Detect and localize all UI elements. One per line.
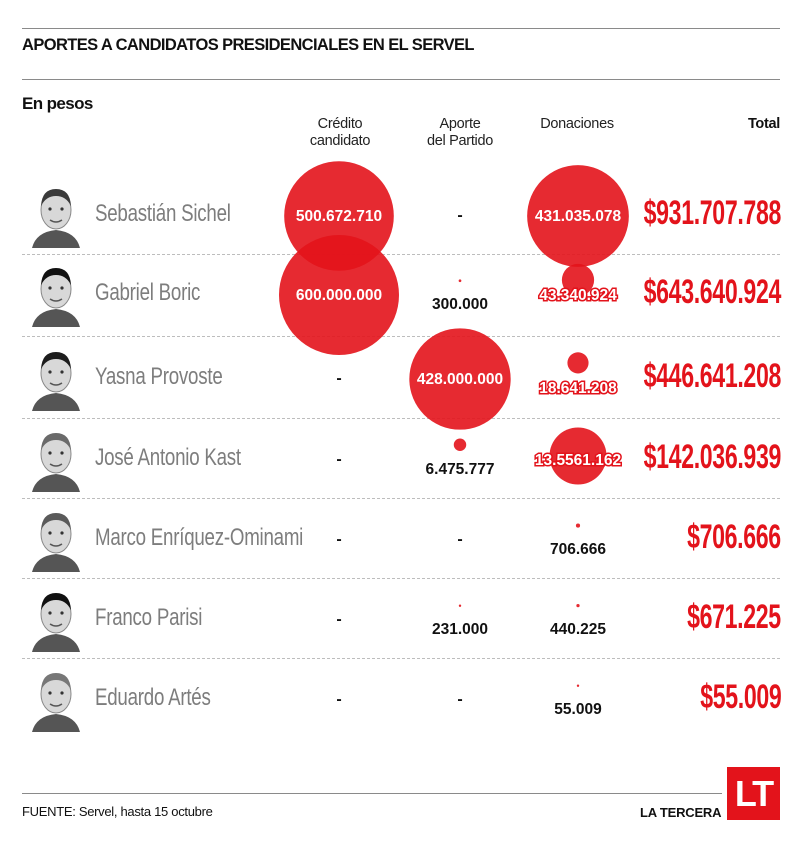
donaciones-value-label: 431.035.078 [535,208,622,225]
aporte-bubble [458,604,462,607]
total-value: $671.225 [687,598,781,636]
donaciones-bubble [549,427,607,485]
candidate-portrait [28,259,84,327]
col-header-donaciones-line1: Donaciones [540,116,614,132]
candidate-portrait [28,180,84,248]
credito-empty: - [336,370,342,387]
candidate-portrait [28,664,84,732]
aporte-value-label: 231.000 [431,621,489,638]
source-note: FUENTE: Servel, hasta 15 octubre [22,804,213,819]
credito-value-label: 600.000.000 [296,287,382,304]
candidate-name: Sebastián Sichel [95,200,231,227]
candidate-portrait [28,343,84,411]
donaciones-value-label: 55.009 [554,701,602,718]
brand-logo: LT [727,767,780,820]
aporte-value-label: 428.000.000 [417,371,503,388]
candidate-name: Gabriel Boric [95,279,201,306]
candidate-name: Yasna Provoste [95,363,223,390]
donaciones-bubble [576,684,580,687]
col-header-aporte: Aporte del Partido [400,116,520,150]
donaciones-bubble [561,263,595,297]
row-separator [22,498,780,499]
candidate-name: José Antonio Kast [95,444,241,471]
row-separator [22,336,780,337]
aporte-empty: - [457,531,463,548]
total-value: $643.640.924 [643,273,782,311]
donaciones-value-label: 43.340.924 [539,287,617,304]
chart-title: APORTES A CANDIDATOS PRESIDENCIALES EN E… [22,36,475,54]
aporte-value-label: 6.475.777 [425,461,495,478]
title-rule [22,79,780,80]
row-separator [22,578,780,579]
total-value: $446.641.208 [643,357,782,395]
aporte-bubble [453,438,467,451]
donaciones-bubble [575,523,581,528]
col-header-credito: Crédito candidato [280,116,400,150]
donaciones-bubble [527,165,629,267]
brand-name: LA TERCERA [640,805,722,820]
units-label: En pesos [22,94,93,113]
row-separator [22,418,780,419]
col-header-credito-line2: candidato [309,133,371,149]
donaciones-value-label: 18.641.208 [539,380,617,397]
credito-empty: - [336,611,342,628]
total-value: $142.036.939 [643,438,782,476]
row-separator [22,254,780,255]
aporte-bubble [409,328,511,430]
total-value: $55.009 [699,678,782,716]
credito-bubble [279,235,399,355]
aporte-value-label: 300.000 [431,296,489,313]
col-header-donaciones: Donaciones [517,116,637,133]
col-header-aporte-line2: del Partido [426,133,494,149]
total-value: $931.707.788 [643,194,782,232]
col-header-total: Total [747,116,780,132]
top-rule [22,28,780,29]
donaciones-bubble [576,604,580,608]
candidate-portrait [28,424,84,492]
total-value: $706.666 [687,518,781,556]
col-header-credito-line1: Crédito [317,116,363,132]
footer-rule [22,793,722,794]
donaciones-value-label: 706.666 [549,541,607,558]
donaciones-value-label: 440.225 [549,621,607,638]
candidate-portrait [28,584,84,652]
candidate-portrait [28,504,84,572]
credito-empty: - [336,531,342,548]
aporte-bubble [458,279,462,283]
candidate-name: Franco Parisi [95,604,203,631]
col-header-aporte-line1: Aporte [439,116,481,132]
credito-value-label: 500.672.710 [296,208,382,225]
candidate-name: Marco Enríquez-Ominami [95,524,304,551]
candidate-name: Eduardo Artés [95,684,211,711]
donaciones-bubble [567,352,589,374]
donaciones-value-label: 13.5561.162 [535,452,621,469]
aporte-empty: - [457,691,463,708]
credito-empty: - [336,691,342,708]
aporte-empty: - [457,207,463,224]
credito-empty: - [336,451,342,468]
row-separator [22,658,780,659]
